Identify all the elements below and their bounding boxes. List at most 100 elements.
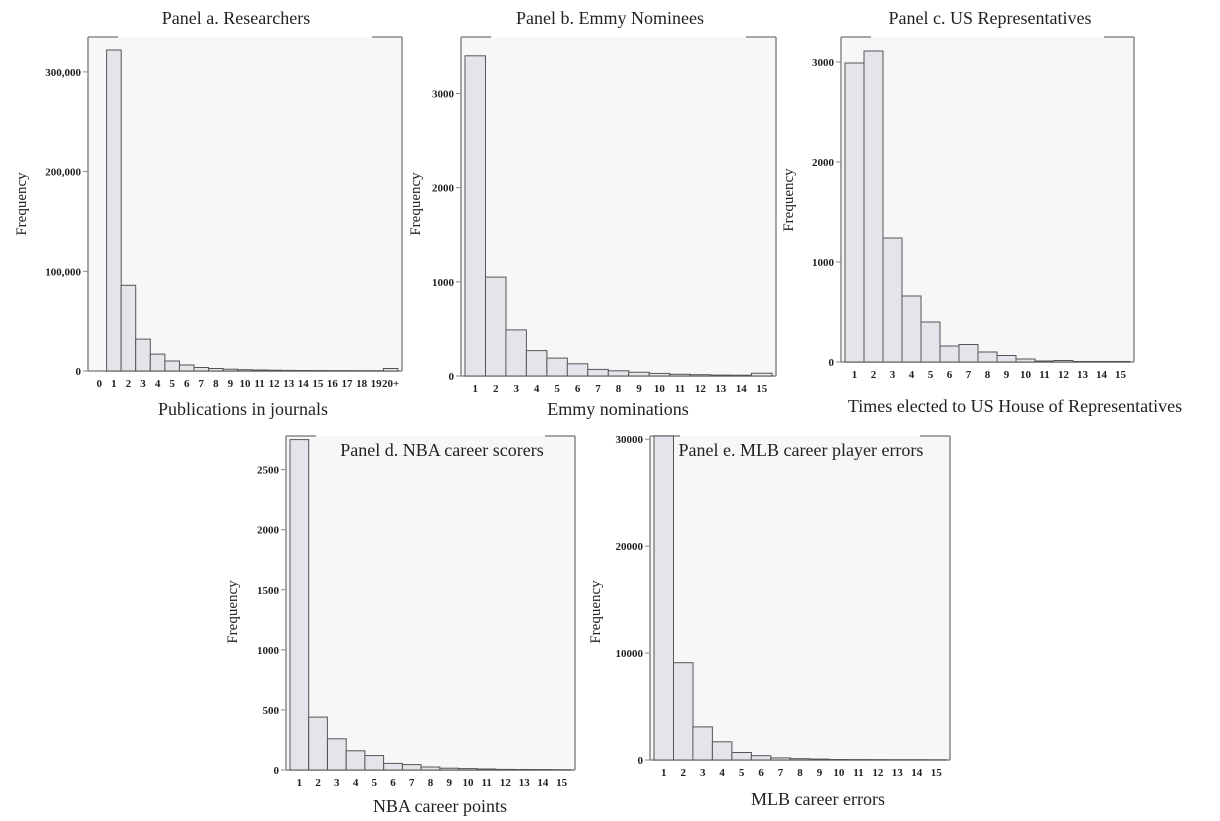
x-tick-label: 7 (595, 383, 601, 395)
y-tick-label: 3000 (812, 57, 835, 69)
y-tick-label: 2000 (812, 157, 835, 169)
bar (1034, 360, 1055, 363)
bar (669, 373, 691, 377)
x-tick-label: 19 (371, 378, 383, 390)
bar (1110, 361, 1131, 363)
x-tick-label: 3 (513, 383, 519, 395)
x-tick-label: 5 (928, 369, 934, 381)
bar (628, 371, 650, 377)
bar (505, 329, 527, 377)
x-tick-label: 8 (213, 378, 219, 390)
x-tick-label: 6 (575, 383, 581, 395)
x-tick-label: 13 (1077, 369, 1089, 381)
bar (193, 367, 210, 372)
bar (135, 338, 151, 372)
x-tick-label: 13 (283, 378, 295, 390)
x-tick-label: 4 (353, 777, 359, 789)
bar (514, 769, 534, 771)
bar (731, 752, 752, 761)
x-tick-label: 1 (297, 777, 303, 789)
y-axis-label: Frequency (225, 580, 241, 644)
bar (476, 768, 497, 771)
bar (882, 237, 903, 363)
x-tick-label: 10 (240, 378, 252, 390)
x-tick-label: 17 (342, 378, 354, 390)
bar (566, 363, 589, 377)
panel-title: Panel c. US Representatives (889, 8, 1092, 28)
x-axis-label: MLB career errors (751, 789, 885, 809)
bar (295, 370, 312, 372)
x-tick-label: 15 (1115, 369, 1127, 381)
x-tick-label: 6 (758, 767, 764, 779)
x-tick-label: 18 (356, 378, 368, 390)
y-tick-label: 1000 (257, 645, 280, 657)
x-tick-label: 8 (985, 369, 991, 381)
x-tick-label: 12 (269, 378, 281, 390)
panel-title: Panel b. Emmy Nominees (516, 8, 704, 28)
bar (1053, 360, 1074, 363)
y-tick-label: 200,000 (45, 167, 81, 179)
bar (495, 768, 516, 771)
x-tick-label: 13 (519, 777, 531, 789)
x-tick-label: 9 (636, 383, 642, 395)
bar (996, 355, 1017, 363)
x-tick-label: 12 (1058, 369, 1070, 381)
x-tick-label: 11 (675, 383, 685, 395)
bar (525, 350, 548, 377)
x-tick-label: 7 (778, 767, 784, 779)
y-tick-label: 0 (829, 357, 835, 369)
bar (1072, 361, 1093, 363)
bar (607, 370, 630, 377)
bar (266, 369, 282, 372)
x-tick-label: 2 (493, 383, 499, 395)
x-tick-label: 10 (654, 383, 666, 395)
bar (711, 741, 733, 761)
panel-title: Panel a. Researchers (162, 8, 310, 28)
x-tick-label: 9 (228, 378, 234, 390)
x-tick-label: 10 (833, 767, 845, 779)
x-tick-label: 8 (797, 767, 803, 779)
y-tick-label: 300,000 (45, 67, 81, 79)
plot-area (650, 436, 950, 760)
y-tick-label: 3000 (432, 89, 455, 101)
bar (401, 764, 422, 771)
bar (770, 757, 791, 761)
bar (689, 374, 712, 377)
y-tick-label: 1000 (812, 257, 835, 269)
y-axis-label: Frequency (588, 580, 604, 644)
bar (420, 766, 441, 771)
bar (673, 662, 694, 761)
bar (730, 374, 753, 377)
x-tick-label: 10 (463, 777, 475, 789)
x-tick-label: 4 (155, 378, 161, 390)
x-tick-label: 3 (140, 378, 146, 390)
bar (208, 368, 224, 372)
bar (648, 372, 671, 377)
x-axis-label: Publications in journals (158, 399, 328, 419)
bar (222, 368, 239, 372)
x-tick-label: 2 (126, 378, 132, 390)
x-tick-label: 9 (817, 767, 823, 779)
x-tick-label: 3 (700, 767, 706, 779)
x-tick-label: 12 (695, 383, 707, 395)
bar (546, 357, 568, 377)
x-tick-label: 1 (661, 767, 667, 779)
y-tick-label: 20000 (616, 541, 644, 553)
x-tick-label: 15 (756, 383, 768, 395)
bar (120, 284, 137, 372)
x-tick-label: 14 (736, 383, 748, 395)
bar (587, 368, 609, 377)
x-tick-label: 4 (534, 383, 540, 395)
x-tick-label: 15 (931, 767, 943, 779)
bar (751, 372, 773, 377)
x-tick-label: 2 (871, 369, 877, 381)
x-tick-label: 13 (715, 383, 727, 395)
y-axis-label: Frequency (781, 168, 797, 232)
x-tick-label: 5 (372, 777, 378, 789)
y-tick-label: 2000 (257, 525, 280, 537)
y-tick-label: 10000 (616, 648, 644, 660)
